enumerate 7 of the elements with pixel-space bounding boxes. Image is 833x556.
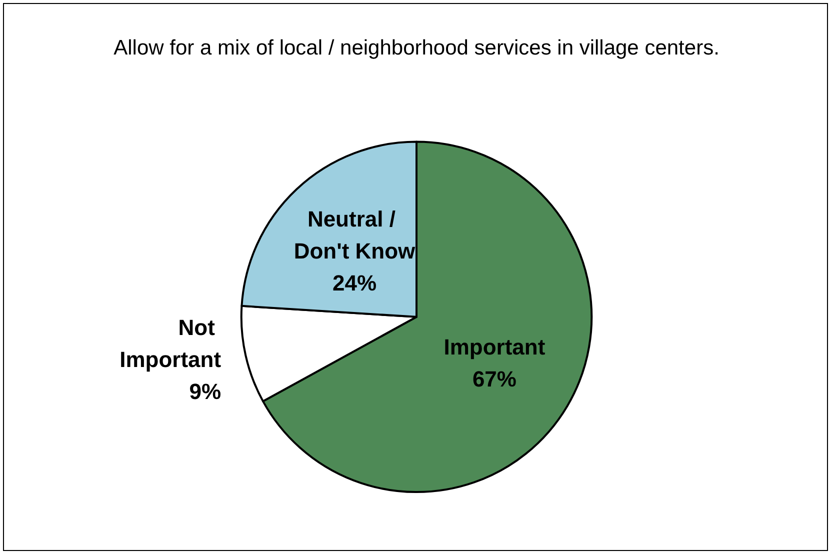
slice-label: Important [444, 334, 546, 360]
slice-label: Neutral / Don't Know [294, 206, 416, 264]
slice-label: Not Important [120, 314, 222, 372]
data-label: 24% [332, 270, 377, 296]
data-label: 67% [472, 366, 516, 392]
chart-title: Allow for a mix of local / neighborhood services in village centers. [114, 36, 720, 60]
data-label: 9% [189, 378, 222, 404]
